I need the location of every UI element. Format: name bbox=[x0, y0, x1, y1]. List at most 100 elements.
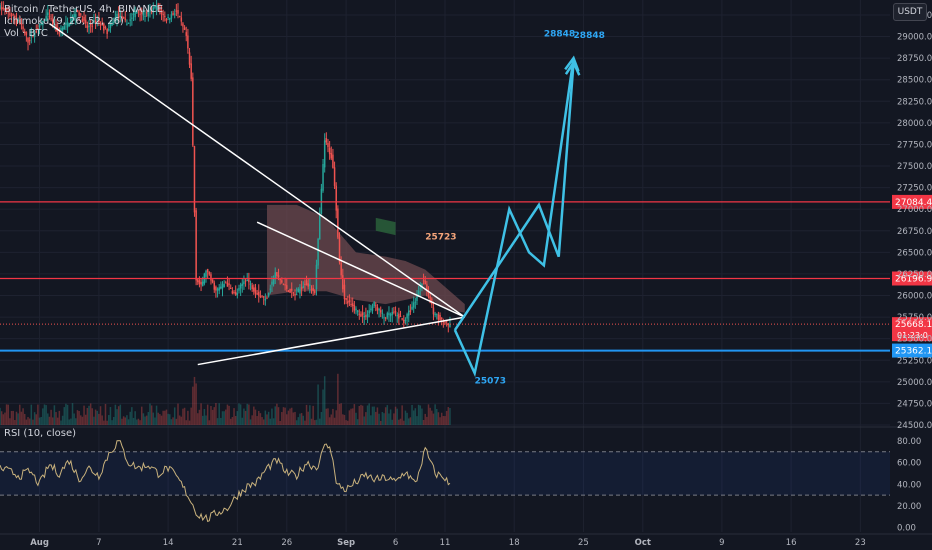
volume-bar bbox=[236, 411, 239, 425]
candle-body bbox=[267, 292, 270, 297]
candle-body bbox=[201, 281, 204, 287]
candle-body bbox=[7, 10, 9, 13]
volume-bar bbox=[378, 413, 380, 425]
candle-body bbox=[216, 288, 219, 291]
volume-bar bbox=[281, 412, 283, 425]
volume-bar bbox=[213, 407, 216, 425]
volume-bar bbox=[43, 404, 46, 425]
trendline[interactable] bbox=[256, 221, 466, 318]
candle-body bbox=[406, 314, 408, 319]
volume-bar bbox=[68, 419, 70, 425]
volume-bar bbox=[225, 409, 227, 425]
volume-bar bbox=[244, 410, 247, 425]
volume-bar bbox=[323, 376, 326, 425]
volume-bar bbox=[4, 412, 6, 425]
trendline[interactable] bbox=[49, 22, 466, 318]
candle-body bbox=[134, 11, 136, 18]
volume-bar bbox=[307, 411, 309, 425]
volume-bar bbox=[379, 420, 382, 425]
rsi-band-fill bbox=[0, 451, 890, 496]
volume-bar bbox=[220, 417, 222, 425]
time-tick-label: Oct bbox=[635, 538, 651, 548]
candle-body bbox=[373, 302, 375, 307]
volume-bar bbox=[103, 420, 105, 425]
candle-body bbox=[246, 280, 248, 282]
candle-body bbox=[60, 28, 62, 31]
volume-bar bbox=[427, 404, 430, 425]
volume-bar bbox=[412, 410, 415, 425]
volume-bar bbox=[201, 415, 204, 425]
candle-body bbox=[101, 24, 103, 26]
volume-bar bbox=[356, 419, 359, 425]
candle-body bbox=[384, 317, 387, 319]
candle-body bbox=[256, 293, 258, 295]
volume-bar bbox=[145, 415, 148, 425]
price-tick-label: 27500.00 bbox=[897, 162, 932, 172]
candle-body bbox=[71, 16, 74, 21]
candle-body bbox=[117, 13, 120, 19]
time-tick-label: 14 bbox=[163, 538, 174, 548]
volume-bar bbox=[65, 403, 67, 425]
volume-bar bbox=[381, 412, 384, 425]
volume-bar bbox=[47, 413, 49, 425]
candle-body bbox=[150, 11, 153, 13]
volume-bar bbox=[91, 408, 94, 425]
candle-body bbox=[416, 296, 418, 301]
candle-body bbox=[231, 291, 234, 294]
candle-body bbox=[173, 13, 176, 15]
candle-body bbox=[253, 287, 255, 292]
candle-body bbox=[183, 27, 186, 30]
volume-bar bbox=[15, 411, 18, 425]
volume-bar bbox=[198, 409, 201, 425]
currency-button[interactable]: USDT bbox=[893, 3, 927, 21]
projection-path[interactable] bbox=[453, 62, 575, 331]
trendline[interactable] bbox=[197, 316, 465, 366]
price-tick-label: 24500.00 bbox=[897, 421, 932, 431]
volume-bar bbox=[178, 415, 181, 425]
volume-bar bbox=[399, 418, 402, 425]
volume-bar bbox=[80, 415, 82, 425]
volume-bar bbox=[147, 412, 150, 425]
volume-bar bbox=[140, 406, 143, 425]
volume-bar bbox=[94, 409, 97, 425]
volume-bar bbox=[193, 376, 196, 425]
volume-bar bbox=[419, 405, 422, 425]
time-tick-label: 7 bbox=[96, 538, 101, 548]
volume-bar bbox=[71, 403, 74, 425]
candle-body bbox=[23, 31, 26, 34]
candle-body bbox=[178, 16, 181, 18]
volume-bar bbox=[108, 415, 110, 425]
candle-body bbox=[80, 13, 82, 15]
rsi-tick-label: 60.00 bbox=[897, 459, 921, 469]
candle-body bbox=[342, 275, 344, 290]
candle-body bbox=[30, 34, 33, 37]
candle-body bbox=[84, 19, 87, 24]
candle-body bbox=[261, 296, 263, 298]
candle-body bbox=[145, 12, 148, 14]
volume-bar bbox=[259, 413, 262, 425]
volume-bar bbox=[172, 417, 174, 425]
candle-body bbox=[330, 153, 333, 159]
volume-bar bbox=[99, 406, 102, 425]
volume-bar bbox=[182, 408, 184, 425]
candle-body bbox=[355, 308, 357, 311]
volume-bar bbox=[365, 412, 367, 425]
volume-bar bbox=[305, 404, 308, 425]
candle-body bbox=[154, 6, 156, 8]
candle-body bbox=[276, 272, 278, 276]
time-tick-label: 23 bbox=[855, 538, 866, 548]
candle-body bbox=[63, 25, 66, 30]
volume-bar bbox=[398, 419, 400, 425]
volume-bar bbox=[114, 404, 117, 425]
candle-body bbox=[323, 140, 326, 168]
candle-body bbox=[436, 313, 438, 315]
volume-bar bbox=[215, 403, 217, 425]
time-tick-label: 16 bbox=[786, 538, 797, 548]
arrow-head bbox=[564, 59, 581, 76]
candle-body bbox=[337, 208, 339, 238]
candle-body bbox=[309, 284, 311, 286]
volume-bar bbox=[442, 416, 445, 425]
candle-body bbox=[172, 13, 174, 15]
price-tick-label: 28000.00 bbox=[897, 119, 932, 129]
